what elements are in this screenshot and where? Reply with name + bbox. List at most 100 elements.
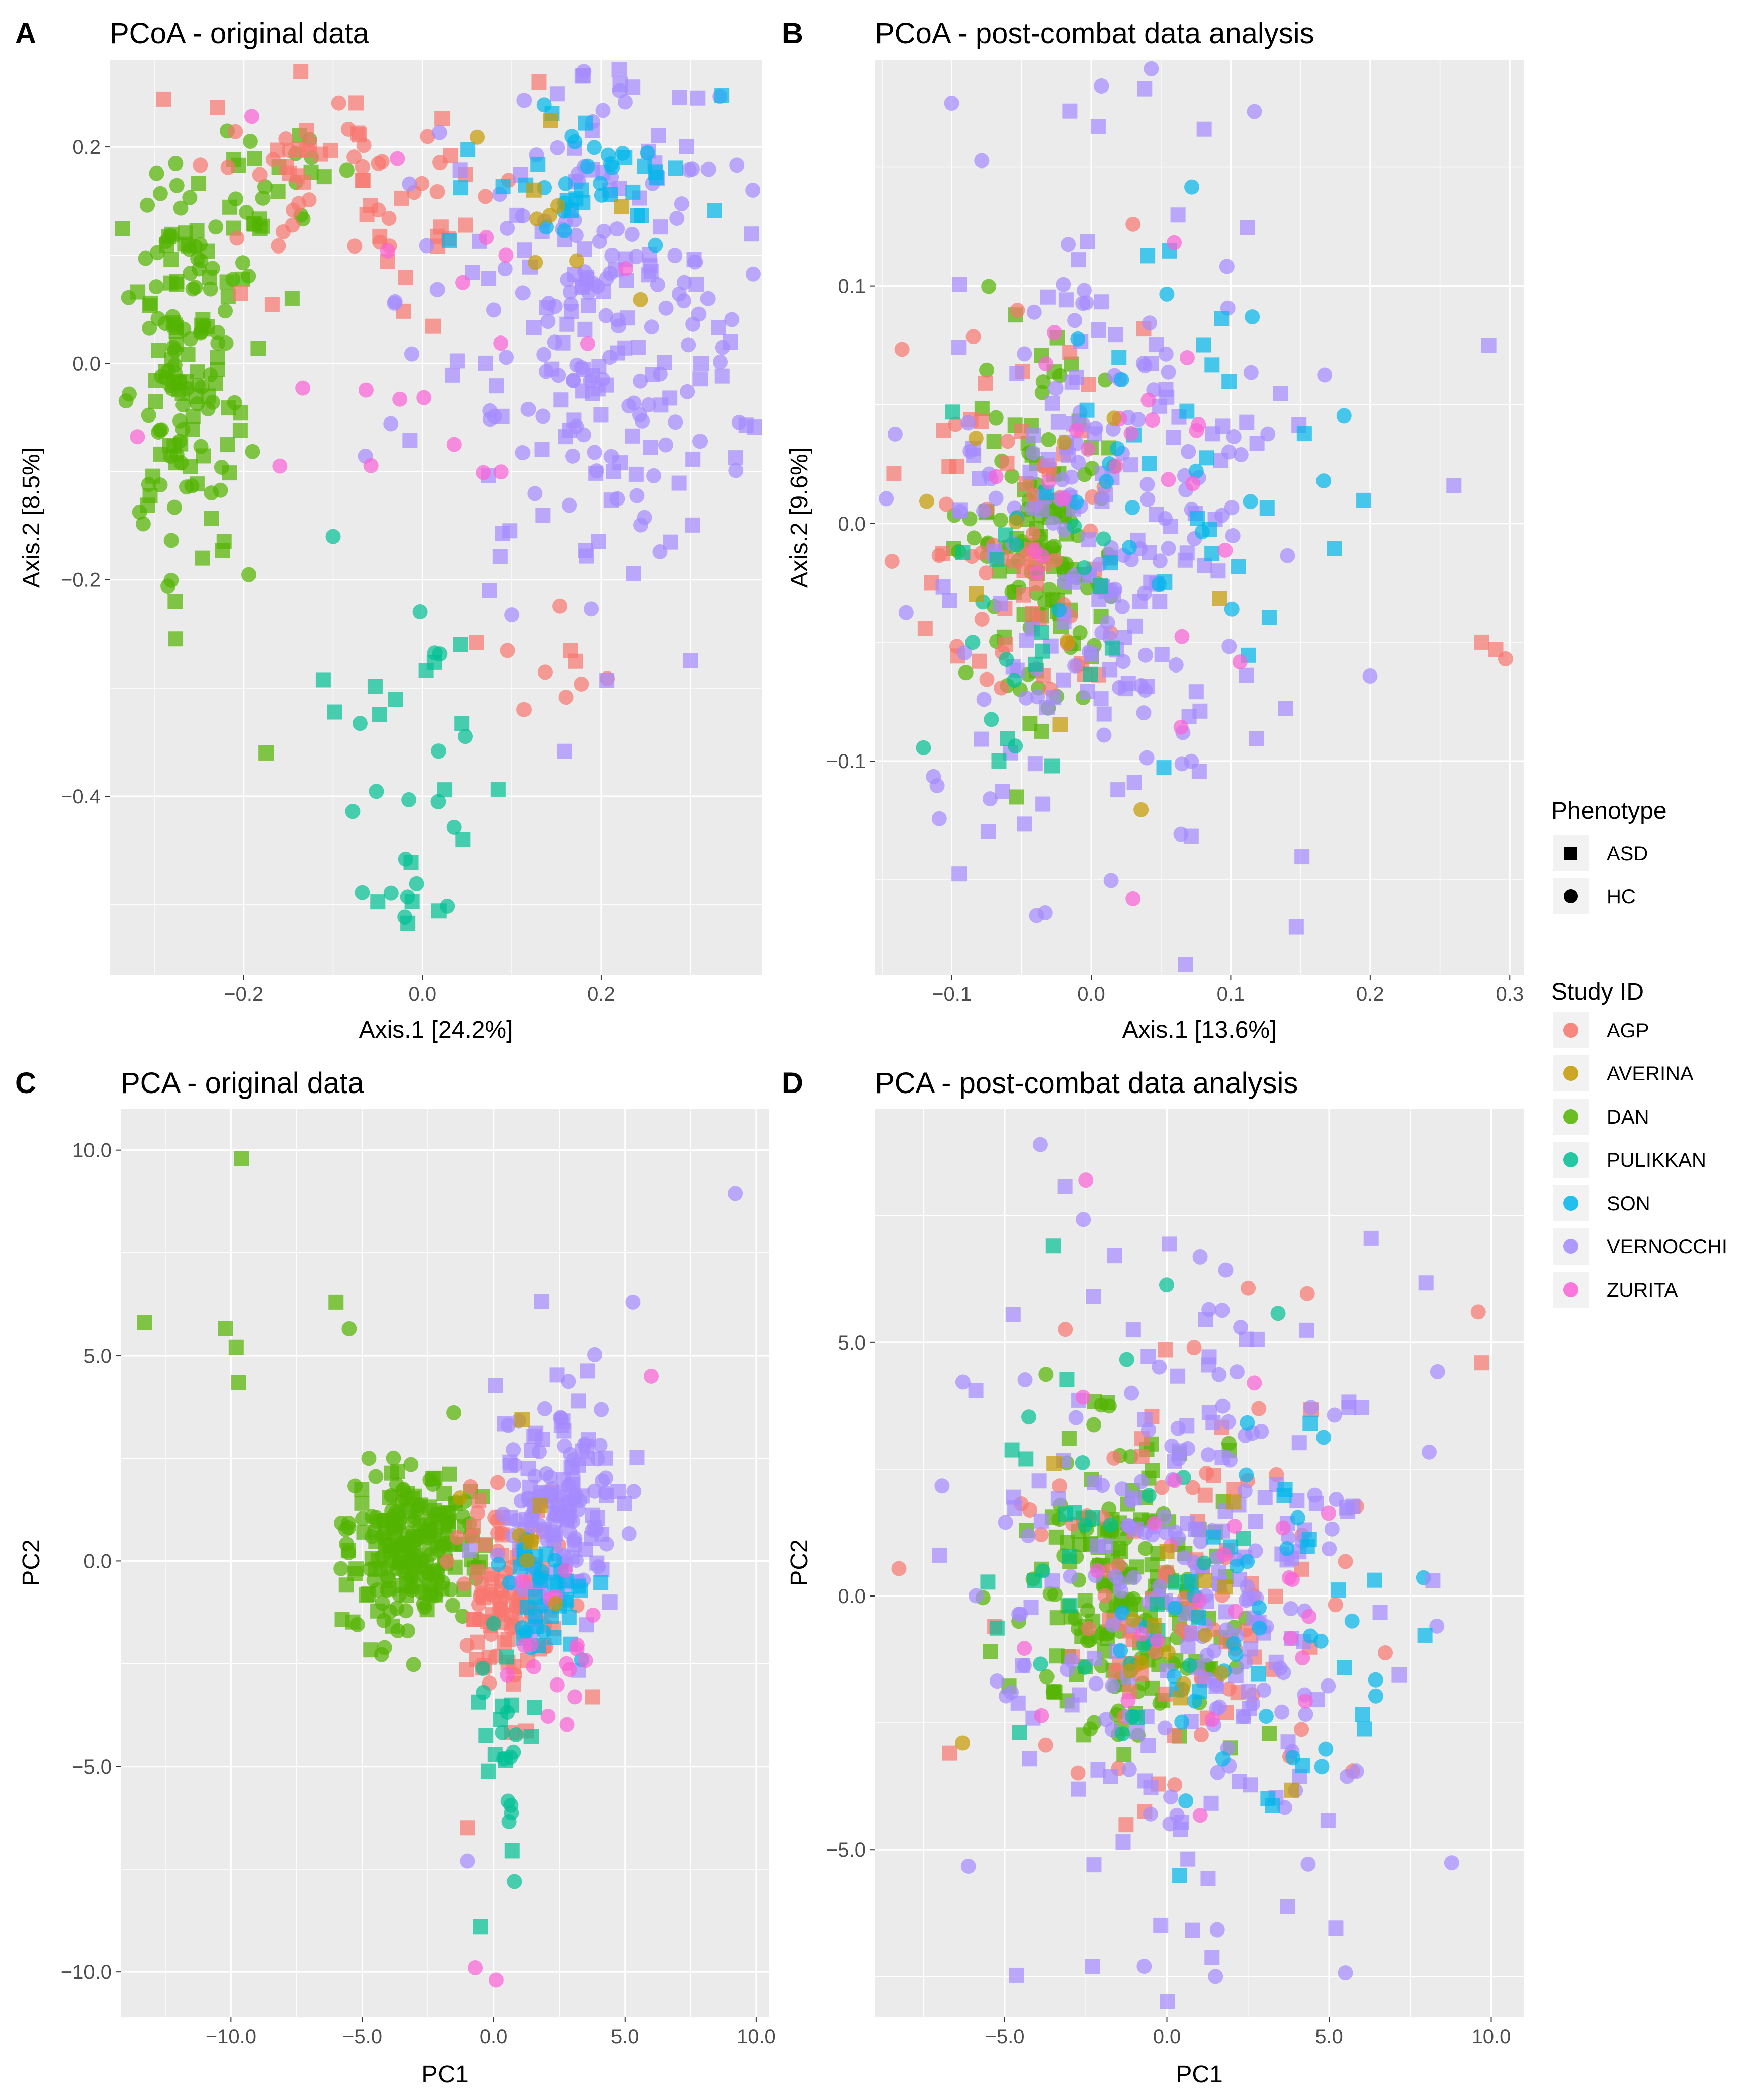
- panel-d: D PCA - post-combat data analysis −5.0 0.…: [782, 1067, 1524, 2088]
- data-point-zurita-hc: [1029, 565, 1045, 580]
- data-point-dan-asd: [983, 1644, 998, 1659]
- data-point-agp-hc: [457, 1576, 472, 1592]
- data-point-agp-asd: [1206, 1468, 1221, 1483]
- data-point-son-asd: [460, 142, 476, 157]
- data-point-pulikkan-asd: [523, 1729, 539, 1744]
- data-point-vernocchi-asd: [1080, 234, 1095, 249]
- data-point-vernocchi-hc: [1124, 1385, 1139, 1401]
- data-point-son-hc: [580, 158, 595, 174]
- data-point-son-hc: [1110, 441, 1125, 456]
- data-point-pulikkan-asd: [327, 704, 342, 720]
- data-point-pulikkan-hc: [486, 1616, 501, 1631]
- data-point-agp-asd: [293, 64, 309, 79]
- data-point-pulikkan-hc: [508, 1727, 524, 1743]
- data-point-vernocchi-hc: [1233, 1320, 1249, 1335]
- data-point-vernocchi-asd: [630, 340, 646, 355]
- data-point-pulikkan-asd: [1027, 656, 1043, 672]
- data-point-vernocchi-asd: [1137, 1412, 1153, 1427]
- data-point-son-asd: [1327, 541, 1342, 556]
- data-point-dan-hc: [255, 190, 271, 206]
- data-point-averina-hc: [1214, 1665, 1230, 1681]
- data-point-son-hc: [586, 140, 602, 155]
- data-point-vernocchi-asd: [563, 304, 579, 319]
- data-point-dan-asd: [162, 438, 178, 453]
- data-point-agp-hc: [516, 702, 532, 717]
- data-point-dan-hc: [443, 1582, 459, 1598]
- data-point-agp-hc: [1033, 1527, 1049, 1542]
- data-point-averina-hc: [633, 292, 648, 307]
- data-point-pulikkan-asd: [980, 1574, 996, 1590]
- data-point-vernocchi-hc: [1229, 1364, 1245, 1380]
- data-point-agp-asd: [1016, 587, 1031, 603]
- data-point-dan-hc: [1101, 1398, 1117, 1414]
- data-point-agp-asd: [972, 653, 987, 669]
- data-point-dan-hc: [1052, 368, 1068, 383]
- data-point-dan-hc: [141, 477, 156, 492]
- data-point-zurita-hc: [1046, 325, 1062, 341]
- data-point-son-hc: [1115, 1605, 1130, 1621]
- data-point-dan-asd: [385, 1618, 400, 1634]
- data-point-vernocchi-asd: [553, 392, 569, 408]
- data-point-vernocchi-asd: [1019, 632, 1034, 648]
- data-point-vernocchi-hc: [1056, 277, 1071, 292]
- data-point-dan-hc: [341, 1321, 357, 1336]
- legend-color-dot: [1563, 1109, 1578, 1124]
- data-point-son-hc: [640, 145, 655, 160]
- data-point-dan-asd: [220, 289, 236, 304]
- data-point-dan-asd: [234, 1151, 249, 1166]
- data-point-vernocchi-asd: [585, 386, 600, 401]
- data-point-vernocchi-hc: [713, 354, 728, 370]
- data-point-vernocchi-hc: [500, 220, 515, 236]
- data-point-vernocchi-hc: [680, 384, 695, 399]
- data-point-dan-asd: [142, 298, 157, 313]
- data-point-son-hc: [1252, 1620, 1267, 1636]
- x-tick-label: −0.1: [932, 983, 972, 1005]
- y-tick-label: −0.2: [61, 569, 101, 592]
- data-point-pulikkan-hc: [1115, 1726, 1130, 1741]
- data-point-vernocchi-hc: [603, 449, 619, 464]
- data-point-agp-asd: [585, 1689, 601, 1705]
- data-point-vernocchi-asd: [1203, 1795, 1219, 1811]
- data-point-zurita-hc: [493, 464, 509, 480]
- data-point-vernocchi-hc: [587, 445, 602, 460]
- data-point-son-asd: [1184, 1574, 1199, 1589]
- x-tick-label: 0.0: [480, 2026, 508, 2048]
- data-point-vernocchi-hc: [584, 601, 599, 617]
- data-point-dan-asd: [222, 465, 237, 481]
- data-point-zurita-hc: [1192, 1593, 1207, 1609]
- data-point-agp-hc: [371, 202, 386, 218]
- data-point-pulikkan-asd: [400, 915, 416, 931]
- data-point-dan-hc: [427, 1588, 443, 1604]
- data-point-vernocchi-hc: [1114, 1481, 1130, 1497]
- data-point-son-asd: [1367, 1572, 1382, 1588]
- points: [137, 1151, 743, 1988]
- data-point-son-hc: [1245, 309, 1260, 325]
- data-point-agp-asd: [359, 207, 375, 222]
- data-point-dan-hc: [154, 422, 169, 438]
- data-point-son-asd: [1142, 456, 1157, 472]
- data-point-averina-hc: [1122, 1663, 1138, 1679]
- data-point-vernocchi-hc: [625, 1294, 641, 1310]
- data-point-pulikkan-hc: [369, 784, 384, 799]
- data-point-pulikkan-hc: [458, 729, 473, 744]
- data-point-son-hc: [1188, 463, 1204, 479]
- data-point-vernocchi-asd: [1204, 1950, 1220, 1965]
- data-point-vernocchi-hc: [1430, 1364, 1445, 1379]
- data-point-dan-hc: [368, 1469, 384, 1484]
- data-point-vernocchi-hc: [1260, 426, 1276, 442]
- data-point-vernocchi-asd: [585, 1507, 600, 1523]
- data-point-zurita-hc: [1275, 1520, 1291, 1536]
- data-point-vernocchi-asd: [1288, 919, 1304, 935]
- panel-title: PCA - post-combat data analysis: [875, 1067, 1298, 1100]
- data-point-zurita-hc: [1217, 542, 1233, 558]
- data-point-dan-hc: [205, 261, 220, 276]
- data-point-vernocchi-asd: [539, 300, 554, 315]
- data-point-vernocchi-asd: [1200, 1871, 1216, 1886]
- data-point-son-hc: [1121, 540, 1137, 555]
- data-point-vernocchi-asd: [993, 596, 1009, 611]
- data-point-vernocchi-asd: [593, 407, 609, 423]
- data-point-averina-hc: [470, 129, 485, 145]
- data-point-dan-hc: [150, 311, 166, 326]
- data-point-pulikkan-hc: [398, 851, 413, 867]
- data-point-vernocchi-hc: [650, 277, 665, 293]
